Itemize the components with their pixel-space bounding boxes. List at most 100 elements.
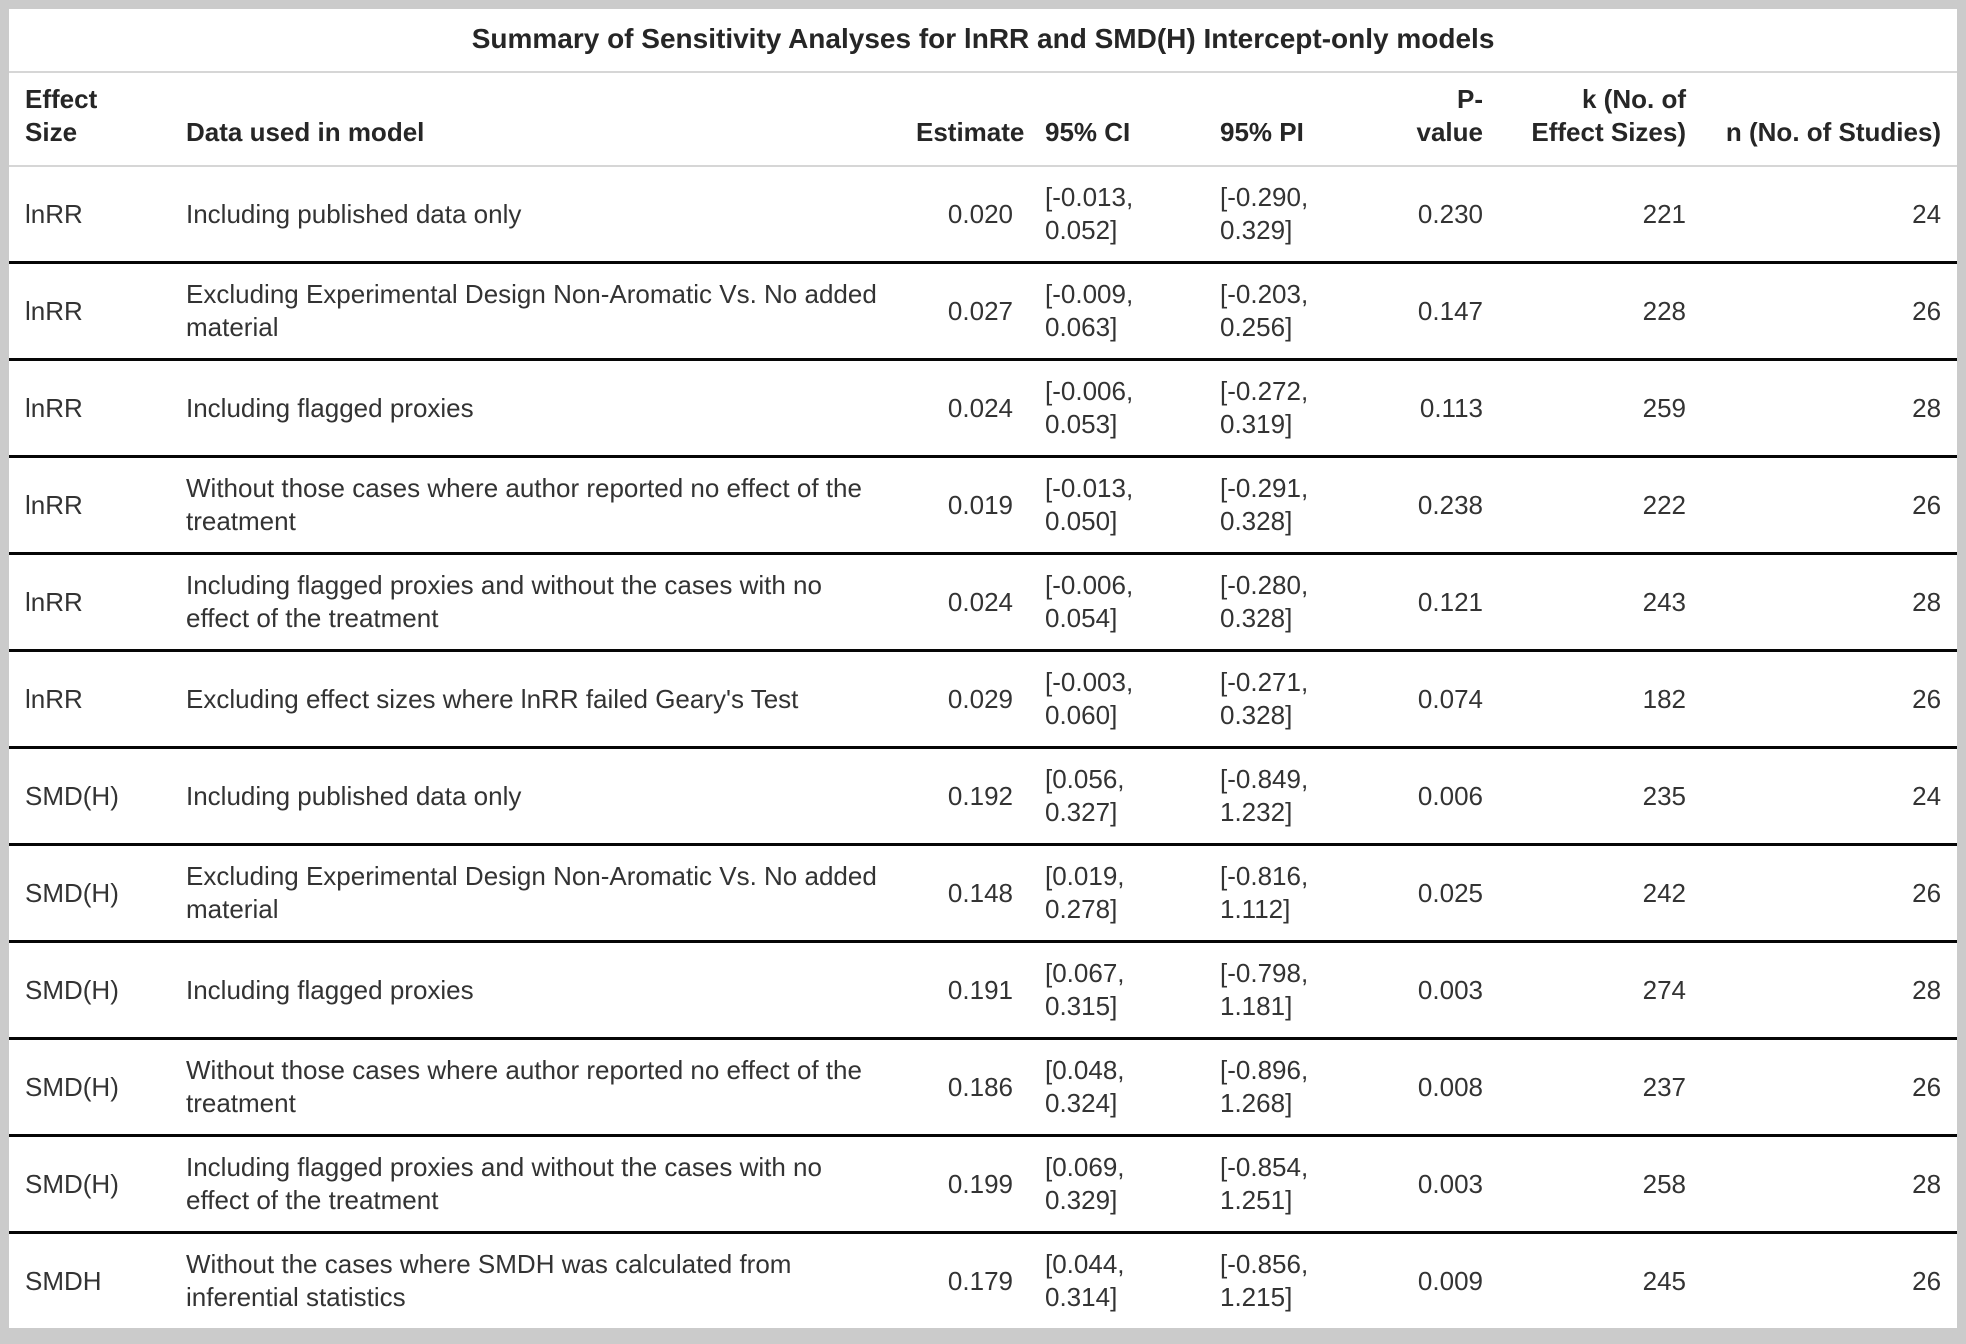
table-row: lnRR Including flagged proxies and withou… bbox=[9, 553, 1958, 652]
cell-data: Including published data only bbox=[170, 166, 900, 264]
table-row: SMD(H) Including flagged proxies and with… bbox=[9, 1135, 1958, 1234]
table-row: SMDH Without the cases where SMDH was cal… bbox=[9, 1233, 1957, 1329]
cell-k: 242 bbox=[1499, 844, 1702, 943]
cell-k: 245 bbox=[1642, 1265, 1686, 1296]
cell-estimate: 0.199 bbox=[900, 1135, 1029, 1234]
table-row: SMD(H) Including flagged proxies 0.191 [0.0… bbox=[9, 941, 1958, 1040]
cell-estimate: 0.191 bbox=[900, 941, 1029, 1040]
cell-k: 258 bbox=[1499, 1135, 1702, 1234]
cell-effect-size: lnRR bbox=[9, 553, 170, 652]
cell-pi: [-0.271, 0.328] bbox=[1204, 650, 1389, 749]
cell-k: 228 bbox=[1499, 262, 1702, 361]
cell-effect-size: lnRR bbox=[9, 650, 170, 749]
cell-estimate: 0.186 bbox=[900, 1038, 1029, 1137]
column-header-estimate: Estimate bbox=[900, 72, 1029, 167]
cell-p: 0.025 bbox=[1389, 844, 1499, 943]
cell-n: 26 bbox=[1702, 456, 1958, 555]
table-row: lnRR Excluding Experimental Design Non-Ar… bbox=[9, 262, 1958, 361]
cell-p: 0.006 bbox=[1389, 747, 1499, 846]
cell-p: 0.009 bbox=[1417, 1265, 1483, 1296]
cell-ci: [-0.009, 0.063] bbox=[1029, 262, 1204, 361]
cell-n: 28 bbox=[1702, 553, 1958, 652]
column-header-95pi: 95% PI bbox=[1204, 72, 1389, 167]
cell-ci: [0.056, 0.327] bbox=[1029, 747, 1204, 846]
cell-k: 259 bbox=[1499, 359, 1702, 458]
cell-effect-size: SMD(H) bbox=[9, 1135, 170, 1234]
cell-n: 26 bbox=[1702, 844, 1958, 943]
cell-n: 24 bbox=[1702, 747, 1958, 846]
cell-estimate: 0.179 bbox=[947, 1265, 1013, 1296]
cell-k: 235 bbox=[1499, 747, 1702, 846]
cell-data: Including flagged proxies and without th… bbox=[170, 1135, 900, 1234]
cell-n: 28 bbox=[1702, 941, 1958, 1040]
cell-data: Without the cases where SMDH was calcula… bbox=[186, 1249, 792, 1312]
cell-estimate: 0.020 bbox=[900, 166, 1029, 264]
cell-estimate: 0.192 bbox=[900, 747, 1029, 846]
cell-n: 28 bbox=[1702, 359, 1958, 458]
cell-p: 0.238 bbox=[1389, 456, 1499, 555]
cell-k: 182 bbox=[1499, 650, 1702, 749]
cell-effect-size: SMD(H) bbox=[9, 941, 170, 1040]
cell-n: 26 bbox=[1702, 262, 1958, 361]
cell-estimate: 0.019 bbox=[900, 456, 1029, 555]
cell-ci: [0.044, 0.314] bbox=[1045, 1249, 1125, 1312]
cell-ci: [-0.006, 0.054] bbox=[1029, 553, 1204, 652]
cell-estimate: 0.029 bbox=[900, 650, 1029, 749]
cell-estimate: 0.027 bbox=[900, 262, 1029, 361]
cell-k: 221 bbox=[1499, 166, 1702, 264]
cell-ci: [0.069, 0.329] bbox=[1029, 1135, 1204, 1234]
cell-n: 24 bbox=[1702, 166, 1958, 264]
cell-k: 222 bbox=[1499, 456, 1702, 555]
table-container: Summary of Sensitivity Analyses for lnRR… bbox=[9, 9, 1958, 1329]
cell-data: Without those cases where author reporte… bbox=[170, 1038, 900, 1137]
sensitivity-analyses-table: Summary of Sensitivity Analyses for lnRR… bbox=[9, 9, 1958, 1329]
cell-k: 274 bbox=[1499, 941, 1702, 1040]
cell-pi: [-0.854, 1.251] bbox=[1204, 1135, 1389, 1234]
table-title: Summary of Sensitivity Analyses for lnRR… bbox=[9, 9, 1958, 73]
table-row: SMD(H) Without those cases where author r… bbox=[9, 1038, 1958, 1137]
cell-estimate: 0.024 bbox=[900, 359, 1029, 458]
cell-pi: [-0.203, 0.256] bbox=[1204, 262, 1389, 361]
column-header-k: k (No. of Effect Sizes) bbox=[1499, 72, 1702, 167]
cell-effect-size: lnRR bbox=[9, 359, 170, 458]
table-row: lnRR Without those cases where author rep… bbox=[9, 456, 1958, 555]
cell-pi: [-0.280, 0.328] bbox=[1204, 553, 1389, 652]
header-row: Effect Size Data used in model Estimate … bbox=[9, 72, 1958, 167]
table-row: lnRR Including published data only 0.020 [-… bbox=[9, 166, 1958, 264]
column-header-p-value: P-value bbox=[1389, 72, 1499, 167]
cell-estimate: 0.024 bbox=[900, 553, 1029, 652]
column-header-n: n (No. of Studies) bbox=[1702, 72, 1958, 167]
cell-p: 0.113 bbox=[1389, 359, 1499, 458]
table-body: lnRR Including published data only 0.020 [-… bbox=[9, 166, 1958, 1329]
cell-effect-size: SMD(H) bbox=[9, 747, 170, 846]
cell-pi: [-0.272, 0.319] bbox=[1204, 359, 1389, 458]
cell-effect-size: lnRR bbox=[9, 262, 170, 361]
cell-ci: [-0.013, 0.052] bbox=[1029, 166, 1204, 264]
cell-ci: [-0.013, 0.050] bbox=[1029, 456, 1204, 555]
cell-ci: [0.048, 0.324] bbox=[1029, 1038, 1204, 1137]
table-row: SMD(H) Excluding Experimental Design Non-… bbox=[9, 844, 1958, 943]
cell-ci: [-0.003, 0.060] bbox=[1029, 650, 1204, 749]
cell-data: Including flagged proxies bbox=[170, 941, 900, 1040]
cell-data: Including flagged proxies bbox=[170, 359, 900, 458]
cell-data: Including published data only bbox=[170, 747, 900, 846]
cell-n: 28 bbox=[1702, 1135, 1958, 1234]
cell-data: Excluding effect sizes where lnRR failed… bbox=[170, 650, 900, 749]
column-header-data-used: Data used in model bbox=[170, 72, 900, 167]
cell-effect-size: lnRR bbox=[9, 456, 170, 555]
cell-pi: [-0.896, 1.268] bbox=[1204, 1038, 1389, 1137]
table-row: lnRR Excluding effect sizes where lnRR fa… bbox=[9, 650, 1958, 749]
cell-pi: [-0.856, 1.215] bbox=[1220, 1249, 1309, 1312]
cell-pi: [-0.816, 1.112] bbox=[1204, 844, 1389, 943]
cell-p: 0.074 bbox=[1389, 650, 1499, 749]
cell-ci: [-0.006, 0.053] bbox=[1029, 359, 1204, 458]
cell-data: Including flagged proxies and without th… bbox=[170, 553, 900, 652]
cell-data: Without those cases where author reporte… bbox=[170, 456, 900, 555]
cell-data: Excluding Experimental Design Non-Aromat… bbox=[170, 844, 900, 943]
cell-n: 26 bbox=[1702, 1038, 1958, 1137]
cell-n: 26 bbox=[1912, 1265, 1942, 1296]
table-head: Summary of Sensitivity Analyses for lnRR… bbox=[9, 9, 1958, 167]
cell-ci: [0.019, 0.278] bbox=[1029, 844, 1204, 943]
cell-n: 26 bbox=[1702, 650, 1958, 749]
table-row: SMD(H) Including published data only 0.192… bbox=[9, 747, 1958, 846]
